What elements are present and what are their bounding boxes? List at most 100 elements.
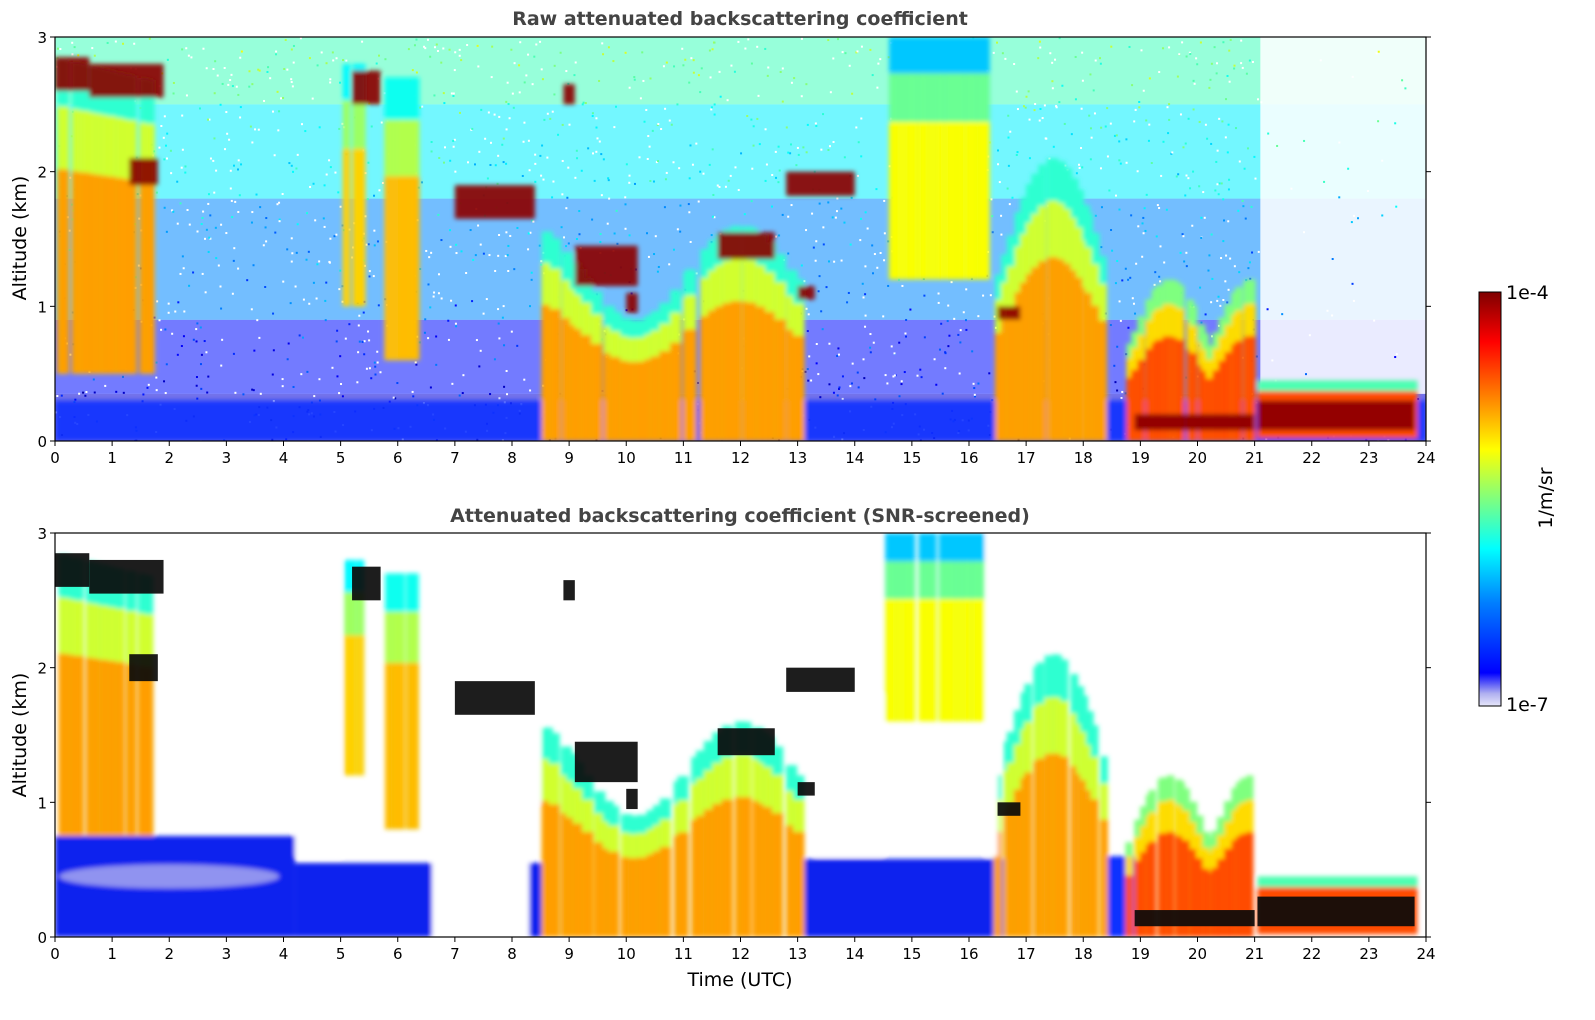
noise-speckle — [458, 394, 461, 397]
noise-speckle — [559, 51, 562, 54]
noise-speckle — [990, 198, 993, 201]
noise-speckle — [486, 177, 489, 180]
noise-speckle — [373, 244, 376, 247]
noise-speckle — [185, 94, 188, 97]
noise-speckle — [1007, 136, 1010, 139]
x-tick-label: 24 — [1416, 945, 1435, 963]
noise-speckle — [1099, 167, 1102, 170]
noise-speckle — [205, 351, 208, 354]
noise-speckle — [828, 342, 831, 345]
noise-speckle — [890, 345, 893, 348]
noise-speckle — [893, 374, 896, 377]
noise-speckle — [478, 150, 481, 153]
noise-speckle — [1281, 313, 1284, 316]
noise-speckle — [1229, 257, 1232, 260]
noise-speckle — [85, 391, 88, 394]
noise-speckle — [56, 395, 59, 398]
noise-speckle — [341, 300, 344, 303]
noise-speckle — [803, 280, 806, 283]
noise-speckle — [280, 97, 283, 100]
noise-speckle — [653, 253, 656, 256]
noise-speckle — [613, 126, 616, 129]
noise-speckle — [531, 83, 534, 86]
noise-speckle — [1290, 187, 1293, 190]
dense-cloud-patch — [89, 63, 164, 98]
noise-speckle — [502, 137, 505, 140]
noise-speckle — [220, 223, 223, 226]
noise-speckle — [743, 213, 746, 216]
noise-speckle — [1185, 174, 1188, 177]
noise-speckle — [59, 48, 62, 51]
noise-speckle — [1222, 198, 1225, 201]
noise-speckle — [115, 390, 118, 393]
noise-speckle — [802, 146, 805, 149]
noise-speckle — [213, 137, 216, 140]
noise-speckle — [815, 343, 818, 346]
precip-streak — [1014, 292, 1023, 441]
noise-speckle — [540, 260, 543, 263]
noise-speckle — [318, 260, 321, 263]
noise-speckle — [778, 169, 781, 172]
noise-speckle — [713, 216, 716, 219]
noise-speckle — [982, 294, 985, 297]
noise-speckle — [1027, 90, 1030, 93]
noise-speckle — [997, 163, 1000, 166]
noise-speckle — [239, 106, 242, 109]
noise-speckle — [1267, 132, 1270, 135]
noise-speckle — [170, 172, 173, 175]
x-tick-label: 17 — [1017, 945, 1036, 963]
noise-speckle — [1219, 304, 1222, 307]
noise-speckle — [1203, 216, 1206, 219]
noise-speckle — [1209, 78, 1212, 81]
noise-speckle — [560, 226, 563, 229]
noise-speckle — [1121, 279, 1124, 282]
noise-speckle — [940, 322, 943, 325]
noise-speckle — [378, 189, 381, 192]
noise-speckle — [1199, 41, 1202, 44]
noise-speckle — [182, 335, 185, 338]
rain-streak — [1235, 836, 1244, 937]
noise-speckle — [692, 59, 695, 62]
noise-speckle — [1004, 57, 1007, 60]
noise-speckle — [447, 338, 450, 341]
noise-speckle — [1093, 112, 1096, 115]
noise-speckle — [887, 284, 890, 287]
noise-speckle — [1148, 77, 1151, 80]
noise-speckle — [376, 240, 379, 243]
noise-speckle — [864, 293, 867, 296]
noise-speckle — [104, 384, 107, 387]
noise-speckle — [573, 74, 576, 77]
noise-speckle — [185, 47, 188, 50]
noise-speckle — [777, 145, 780, 148]
noise-speckle — [850, 196, 853, 199]
noise-speckle — [195, 328, 198, 331]
stratus-top — [1257, 380, 1418, 392]
noise-speckle — [497, 322, 500, 325]
rain-streak — [1168, 336, 1177, 441]
rain-streak — [1240, 833, 1248, 937]
noise-speckle — [540, 174, 543, 177]
noise-speckle — [691, 163, 694, 166]
noise-speckle — [1080, 107, 1083, 110]
noise-speckle — [530, 271, 533, 274]
noise-speckle — [57, 47, 60, 50]
rain-streak — [1243, 336, 1251, 441]
noise-speckle — [832, 57, 835, 60]
noise-speckle — [1196, 63, 1199, 66]
noise-speckle — [1052, 145, 1055, 148]
noise-speckle — [1204, 123, 1207, 126]
noise-speckle — [290, 164, 293, 167]
noise-speckle — [822, 243, 825, 246]
noise-speckle — [533, 55, 536, 58]
noise-speckle — [187, 54, 190, 57]
noise-speckle — [494, 164, 497, 167]
noise-speckle — [898, 395, 901, 398]
noise-speckle — [335, 57, 338, 60]
noise-speckle — [183, 310, 186, 313]
noise-speckle — [1200, 236, 1203, 239]
noise-speckle — [836, 197, 839, 200]
noise-speckle — [200, 387, 203, 390]
noise-speckle — [424, 318, 427, 321]
noise-speckle — [411, 390, 414, 393]
noise-speckle — [1245, 279, 1248, 282]
